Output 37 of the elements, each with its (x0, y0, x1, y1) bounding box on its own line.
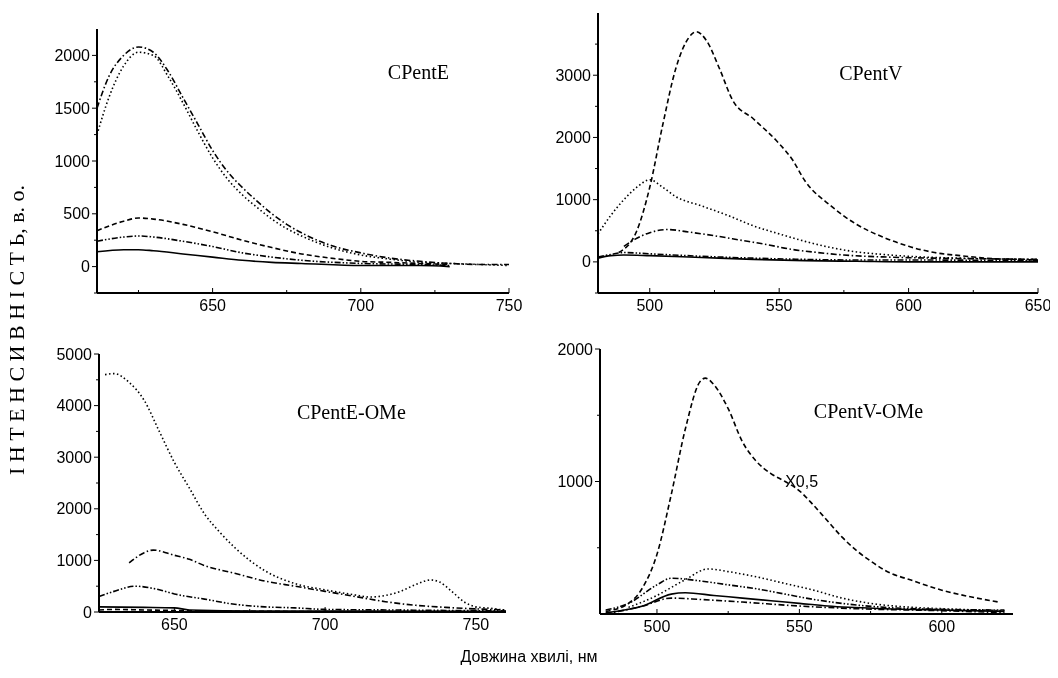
y-tick-label: 5000 (56, 345, 93, 363)
y-tick-label: 0 (582, 253, 592, 271)
x-axis-title: Довжина хвилі, нм (460, 648, 598, 665)
x-tick-label: 600 (895, 297, 923, 314)
annotation: X0,5 (785, 473, 819, 491)
text: CPentV-OMe (813, 399, 924, 422)
y-tick-label: 500 (63, 205, 91, 223)
y-tick-label: 2000 (56, 500, 93, 518)
x-tick-label: 750 (462, 616, 490, 633)
text: CPentV (839, 62, 904, 85)
x-tick-label: 750 (495, 297, 523, 314)
text: CPentE (387, 61, 449, 84)
y-tick-label: 1000 (56, 552, 93, 569)
x-tick-label: 650 (199, 297, 227, 314)
y-tick-label: 3000 (56, 448, 93, 466)
x-tick-label: 500 (636, 297, 664, 314)
y-tick-label: 2000 (555, 129, 592, 147)
y-tick-label: 1000 (555, 191, 592, 209)
x-tick-label: 650 (161, 616, 188, 633)
x-tick-label: 700 (347, 297, 375, 314)
y-tick-label: 4000 (56, 397, 93, 415)
y-tick-label: 2000 (54, 47, 91, 64)
x-tick-label: 500 (643, 618, 671, 635)
y-tick-label: 3000 (555, 66, 592, 84)
y-tick-label: 0 (81, 258, 91, 276)
text: CPentE-OMe (296, 400, 406, 423)
x-tick-label: 550 (786, 618, 813, 635)
x-tick-label: 600 (928, 618, 956, 635)
x-tick-label: 550 (765, 297, 793, 314)
y-tick-label: 0 (83, 603, 93, 621)
x-tick-label: 700 (311, 616, 339, 633)
y-tick-label: 2000 (557, 340, 594, 358)
x-tick-label: 650 (1024, 297, 1052, 314)
y-axis-title: І Н Т Е Н С И В Н І С Т Ь, в. о. (4, 184, 29, 476)
y-tick-label: 1000 (54, 152, 91, 170)
y-tick-label: 1500 (54, 99, 91, 117)
y-tick-label: 1000 (557, 473, 594, 491)
